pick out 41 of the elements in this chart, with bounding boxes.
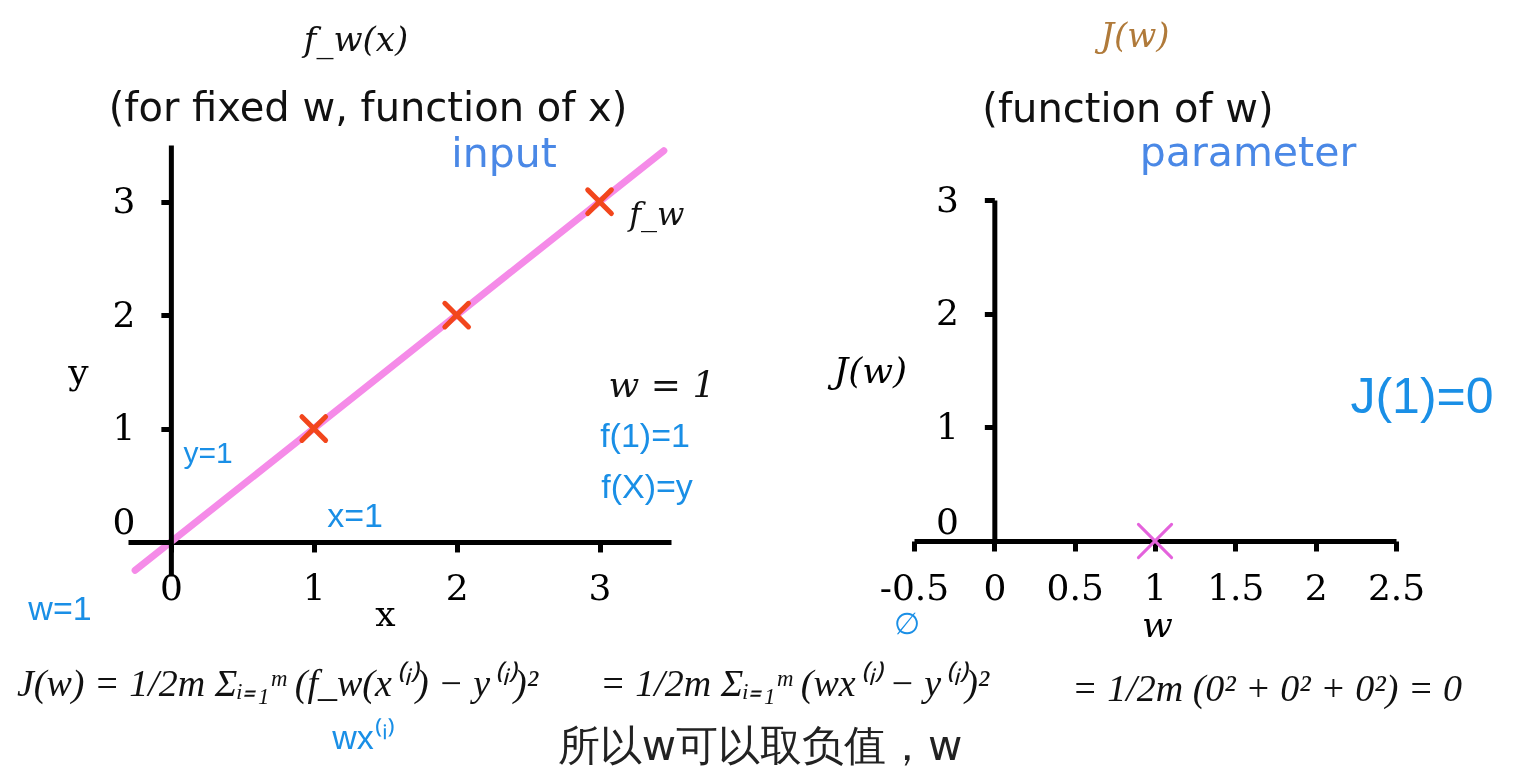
x-tick-label: 0: [159, 567, 183, 609]
x-tick-label: 3: [588, 567, 612, 609]
text: 所以w可以取负值，w: [557, 721, 963, 770]
y-tick-label: 1: [935, 405, 959, 447]
x-tick-label: 1.5: [1207, 566, 1265, 608]
annotation: J(1)=0: [1350, 368, 1494, 424]
x-tick-label: 0.5: [1046, 566, 1104, 608]
y-tick-label: 2: [112, 293, 136, 335]
y-axis-title: J(w): [826, 349, 908, 391]
chart-subtitle: (function of w): [982, 85, 1274, 131]
y-tick-label: 2: [935, 292, 959, 334]
chart-subtitle: (for fixed w, function of x): [108, 84, 628, 130]
x-tick-label: -0.5: [879, 566, 950, 608]
annotation: f(X)=y: [601, 467, 693, 505]
annotation: x=1: [327, 496, 383, 534]
y-axis-title: y: [67, 350, 90, 392]
y-tick-label: 3: [935, 178, 959, 220]
x-tick-label: 2.5: [1367, 566, 1426, 608]
text: ∅: [894, 607, 920, 640]
y-tick-label: 3: [112, 180, 136, 222]
y-tick-label: 0: [112, 501, 136, 543]
x-tick-label: 2: [1304, 566, 1328, 608]
text: = 1/2m (0² + 0² + 0²) = 0: [1072, 667, 1463, 710]
text: parameter: [1139, 128, 1357, 176]
text: w=1: [27, 589, 92, 627]
text: = 1/2m Σᵢ₌₁ᵐ (wx⁽ⁱ⁾ − y⁽ⁱ⁾)²: [600, 661, 990, 705]
annotation: y=1: [183, 436, 233, 469]
x-tick-label: 2: [445, 567, 469, 609]
annotation: f(1)=1: [600, 416, 690, 454]
x-axis-title: x: [375, 592, 396, 634]
text: wx⁽ⁱ⁾: [331, 718, 396, 756]
x-tick-label: 0: [983, 566, 1007, 608]
y-tick-label: 1: [112, 407, 136, 449]
annotation: w = 1: [608, 364, 716, 405]
x-tick-label: 1: [302, 567, 326, 609]
text: J(w) = 1/2m Σᵢ₌₁ᵐ (f_w(x⁽ⁱ⁾) − y⁽ⁱ⁾)²: [17, 661, 539, 705]
series-label: f_w: [627, 194, 685, 233]
y-tick-label: 0: [935, 500, 959, 542]
chart-title: J(w): [1094, 15, 1170, 55]
chart-title: f_w(x): [300, 19, 409, 60]
annotation: input: [451, 129, 557, 177]
